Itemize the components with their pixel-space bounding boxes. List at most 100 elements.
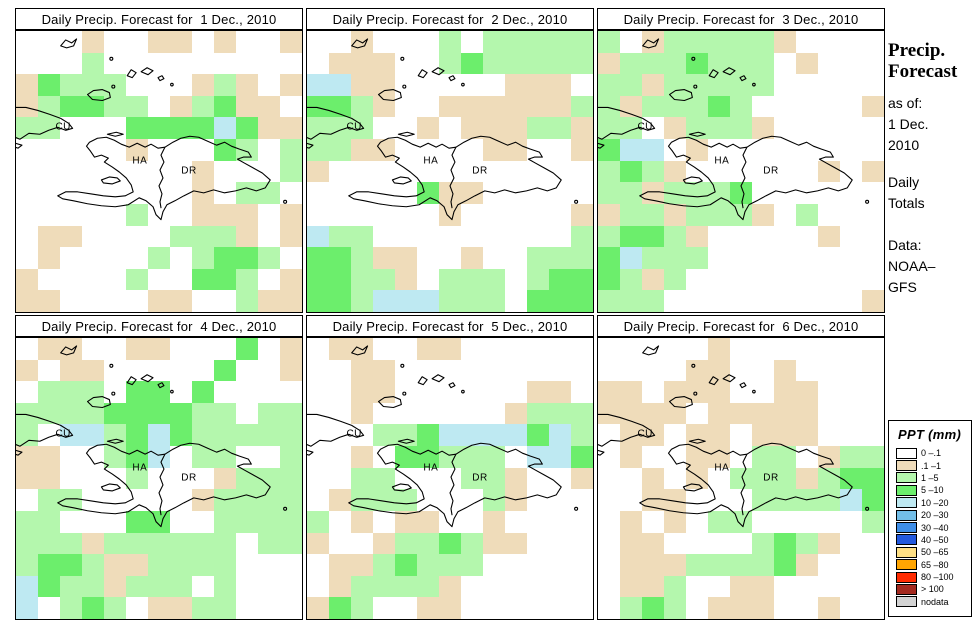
precip-cell — [214, 597, 236, 619]
precip-cell — [664, 359, 686, 382]
legend-swatch — [896, 472, 917, 484]
precip-cell — [38, 160, 60, 183]
precip-cell — [439, 117, 461, 140]
precip-cell — [192, 446, 214, 468]
precip-cell — [642, 74, 664, 96]
precip-cell — [483, 575, 505, 598]
precip-cell — [527, 160, 549, 183]
precip-cell — [192, 247, 214, 269]
precip-cell — [571, 510, 593, 533]
precip-cell — [752, 139, 774, 161]
precip-cell — [752, 225, 774, 248]
precip-cell — [774, 74, 796, 96]
precip-cell — [395, 381, 417, 403]
precip-grid — [307, 31, 593, 312]
great-inagua-island — [377, 396, 402, 409]
cuba-label: CU — [637, 121, 653, 133]
precip-cell — [461, 52, 483, 75]
precip-cell — [642, 402, 664, 425]
precip-cell — [280, 359, 302, 382]
precip-cell — [82, 532, 104, 555]
precip-cell — [730, 139, 752, 161]
small-island — [140, 374, 154, 383]
precip-cell — [82, 510, 104, 533]
precip-cell — [505, 381, 527, 403]
precip-cell — [642, 532, 664, 555]
precip-cell — [818, 424, 840, 447]
precip-cell — [840, 117, 862, 140]
forecast-panel-5dec: Daily Precip. Forecast for 5 Dec., 2010 … — [306, 315, 594, 620]
precip-cell — [258, 225, 280, 248]
precip-cell — [461, 510, 483, 533]
small-island — [448, 382, 456, 389]
precip-map: CU HA DR — [306, 337, 594, 620]
precip-cell — [840, 338, 862, 360]
precip-cell — [16, 467, 38, 490]
precip-cell — [642, 247, 664, 269]
precip-cell — [104, 446, 126, 468]
precip-cell — [258, 359, 280, 382]
precip-cell — [796, 597, 818, 619]
precip-cell — [104, 489, 126, 511]
precip-cell — [258, 203, 280, 226]
islet — [752, 82, 756, 87]
precip-cell — [82, 338, 104, 360]
precip-cell — [686, 225, 708, 248]
precip-cell — [862, 338, 884, 360]
precip-cell — [549, 532, 571, 555]
precip-cell — [527, 510, 549, 533]
precip-cell — [840, 225, 862, 248]
precip-cell — [752, 338, 774, 360]
precip-cell — [280, 117, 302, 140]
precip-cell — [170, 290, 192, 312]
precip-cell — [708, 160, 730, 183]
precip-cell — [82, 290, 104, 312]
precip-cell — [38, 510, 60, 533]
precip-cell — [461, 225, 483, 248]
precip-cell — [439, 74, 461, 96]
precip-cell — [571, 160, 593, 183]
precip-cell — [571, 575, 593, 598]
precip-cell — [527, 203, 549, 226]
precip-cell — [236, 52, 258, 75]
precip-cell — [862, 424, 884, 447]
precip-cell — [307, 247, 329, 269]
legend-label: 20 –30 — [921, 510, 949, 521]
precip-cell — [417, 74, 439, 96]
precip-cell — [258, 160, 280, 183]
precip-cell — [417, 554, 439, 576]
haiti-dr-border — [158, 146, 166, 209]
precip-cell — [730, 575, 752, 598]
precip-cell — [373, 203, 395, 226]
precip-cell — [126, 247, 148, 269]
precip-cell — [258, 489, 280, 511]
cuba-coastline — [307, 106, 365, 140]
precip-cell — [642, 182, 664, 204]
precip-cell — [642, 446, 664, 468]
precip-cell — [483, 31, 505, 53]
small-island — [140, 67, 154, 76]
precip-cell — [258, 139, 280, 161]
precip-cell — [620, 381, 642, 403]
precip-cell — [461, 117, 483, 140]
precip-cell — [620, 489, 642, 511]
precip-cell — [60, 554, 82, 576]
precip-cell — [505, 74, 527, 96]
precip-cell — [505, 290, 527, 312]
forecast-panel-6dec: Daily Precip. Forecast for 6 Dec., 2010 … — [597, 315, 885, 620]
precip-cell — [598, 554, 620, 576]
precip-cell — [329, 225, 351, 248]
totals-line1: Daily — [888, 174, 920, 190]
precip-cell — [417, 467, 439, 490]
precip-cell — [461, 424, 483, 447]
precip-cell — [148, 31, 170, 53]
precip-cell — [840, 247, 862, 269]
precip-cell — [730, 446, 752, 468]
precip-cell — [60, 359, 82, 382]
precip-cell — [417, 31, 439, 53]
dominican-republic-label: DR — [181, 165, 197, 177]
precip-cell — [598, 359, 620, 382]
precip-cell — [329, 52, 351, 75]
precip-cell — [461, 74, 483, 96]
precip-cell — [774, 338, 796, 360]
